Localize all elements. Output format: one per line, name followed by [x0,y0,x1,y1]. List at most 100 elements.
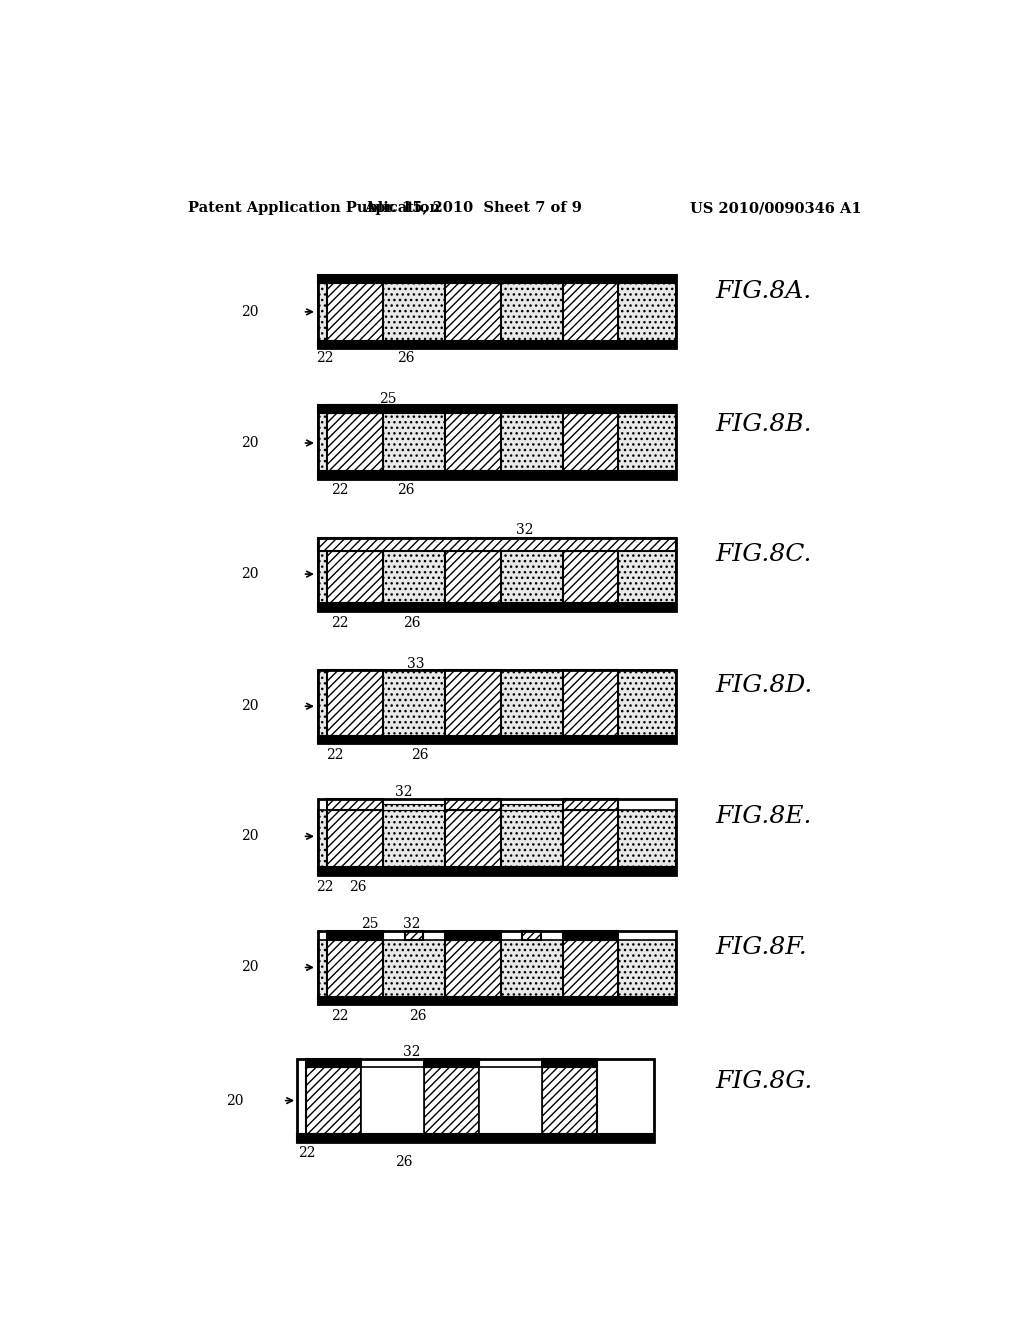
Bar [318,405,676,413]
Text: 26: 26 [395,1155,413,1168]
Bar [318,282,676,341]
Bar [318,940,676,997]
Bar [445,282,501,341]
Bar [318,537,676,611]
Bar [328,940,383,997]
Bar [361,1068,424,1134]
Text: 26: 26 [403,616,421,630]
Text: 25: 25 [380,392,397,407]
Bar [563,931,618,940]
Bar [563,550,618,603]
Bar [318,276,676,348]
Text: FIG.8A.: FIG.8A. [715,280,811,304]
Text: Patent Application Publication: Patent Application Publication [187,201,439,215]
Bar [318,603,676,611]
Text: 20: 20 [225,1093,243,1107]
Text: 27: 27 [461,1093,478,1107]
Bar [445,810,501,867]
Bar [328,282,383,341]
Bar [297,1068,654,1134]
Bar [563,282,618,341]
Text: 20: 20 [242,700,259,713]
Bar [445,413,501,471]
Bar [328,810,383,867]
Text: 22: 22 [326,748,343,762]
Text: FIG.8E.: FIG.8E. [715,804,812,828]
Bar [328,550,383,603]
Bar [383,804,445,810]
Bar [318,799,676,875]
Bar [479,1068,542,1134]
Text: 26: 26 [397,483,415,496]
Bar [306,1059,361,1068]
Text: 20: 20 [242,829,259,843]
Bar [522,931,542,940]
Bar [542,1068,597,1134]
Text: 26: 26 [349,880,367,894]
Text: 22: 22 [316,880,334,894]
Text: FIG.8G.: FIG.8G. [715,1069,813,1093]
Text: FIG.8D.: FIG.8D. [715,675,813,697]
Text: 27: 27 [377,1093,394,1107]
Bar [424,1068,479,1134]
Text: 33: 33 [408,656,425,671]
Text: Apr. 15, 2010  Sheet 7 of 9: Apr. 15, 2010 Sheet 7 of 9 [365,201,583,215]
Bar [318,413,676,471]
Bar [297,1059,654,1142]
Text: 32: 32 [516,524,534,537]
Bar [328,799,383,810]
Bar [328,413,383,471]
Bar [318,341,676,348]
Text: 22: 22 [331,616,348,630]
Bar [404,931,423,940]
Bar [563,669,618,735]
Text: 20: 20 [242,436,259,450]
Text: 22: 22 [331,1010,348,1023]
Bar [318,550,676,603]
Text: 20: 20 [242,961,259,974]
Bar [318,405,676,479]
Text: 22: 22 [298,1147,315,1160]
Text: 22: 22 [316,351,334,364]
Text: FIG.8F.: FIG.8F. [715,936,807,958]
Bar [318,931,676,1005]
Bar [445,550,501,603]
Text: 32: 32 [403,917,421,931]
Text: 25: 25 [361,917,379,931]
Bar [542,1059,597,1068]
Bar [318,669,676,735]
Text: US 2010/0090346 A1: US 2010/0090346 A1 [690,201,862,215]
Bar [501,804,563,810]
Bar [445,931,501,940]
Bar [445,940,501,997]
Text: 22: 22 [331,483,348,496]
Text: 26: 26 [409,1010,426,1023]
Bar [318,735,676,743]
Bar [318,867,676,875]
Bar [328,931,383,940]
Text: FIG.8C.: FIG.8C. [715,544,812,566]
Bar [318,276,676,282]
Text: FIG.8B.: FIG.8B. [715,413,812,436]
Text: 26: 26 [412,748,429,762]
Bar [563,940,618,997]
Bar [563,810,618,867]
Bar [318,997,676,1005]
Text: 20: 20 [242,305,259,319]
Text: 32: 32 [402,1045,420,1059]
Bar [318,471,676,479]
Bar [318,669,676,743]
Bar [318,537,676,550]
Bar [563,413,618,471]
Text: 26: 26 [397,351,415,364]
Bar [318,810,676,867]
Bar [297,1134,654,1142]
Bar [424,1059,479,1068]
Bar [328,669,383,735]
Text: 20: 20 [242,568,259,581]
Text: 32: 32 [395,784,413,799]
Bar [445,799,501,810]
Bar [328,405,383,413]
Bar [306,1068,361,1134]
Bar [563,799,618,810]
